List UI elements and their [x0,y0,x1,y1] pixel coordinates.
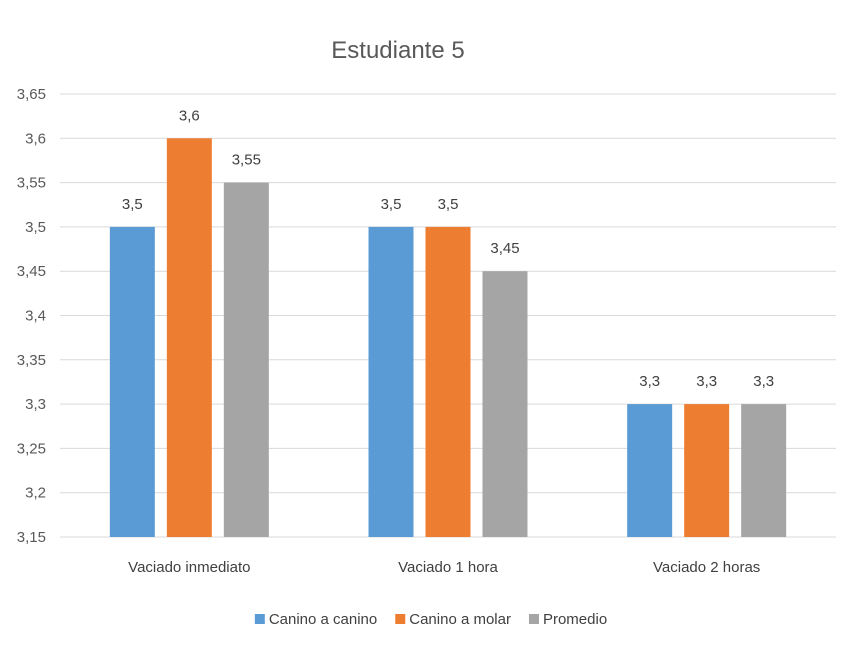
y-tick-label: 3,6 [25,130,46,147]
x-category-label: Vaciado inmediato [128,559,250,576]
data-label: 3,6 [179,107,200,124]
y-tick-label: 3,45 [17,263,46,280]
y-tick-label: 3,2 [25,485,46,502]
data-labels: 3,5 3,6 3,55 3,5 3,5 3,45 3,3 3,3 3,3 [122,107,774,390]
legend-swatch [395,614,406,624]
bar [741,404,787,537]
y-tick-label: 3,15 [17,529,46,546]
y-tick-label: 3,65 [17,86,46,103]
bar [627,404,673,537]
y-axis-ticks: 3,15 3,2 3,25 3,3 3,35 3,4 3,45 3,5 3,55 3,6 3,65 [17,86,46,546]
bars [109,138,787,538]
legend-item: Canino a molar [395,611,511,628]
bar [425,226,471,537]
bar [223,182,269,537]
legend-label: Canino a canino [269,611,377,628]
legend-swatch [528,614,539,624]
legend-label: Canino a molar [409,611,511,628]
y-tick-label: 3,4 [25,308,46,325]
y-tick-label: 3,35 [17,352,46,369]
y-tick-label: 3,55 [17,175,46,192]
chart-title: Estudiante 5 [331,37,464,64]
legend-item: Canino a canino [254,611,377,628]
data-label: 3,5 [381,196,402,213]
data-label: 3,45 [490,240,519,257]
y-tick-label: 3,3 [25,396,46,413]
bar [684,404,730,537]
bar [368,226,414,537]
legend-swatch [254,614,265,624]
y-tick-label: 3,25 [17,440,46,457]
data-label: 3,55 [232,152,261,169]
x-category-label: Vaciado 1 hora [398,559,498,576]
legend: Canino a canino Canino a molar Promedio [254,611,607,628]
data-label: 3,5 [438,196,459,213]
x-category-label: Vaciado 2 horas [653,559,760,576]
bar [109,226,155,537]
y-tick-label: 3,5 [25,219,46,236]
data-label: 3,3 [696,373,717,390]
bar [482,271,528,537]
data-label: 3,5 [122,196,143,213]
legend-item: Promedio [528,611,607,628]
bar [166,138,212,538]
legend-label: Promedio [543,611,607,628]
data-label: 3,3 [753,373,774,390]
x-axis-categories: Vaciado inmediato Vaciado 1 hora Vaciado 2… [128,559,760,576]
data-label: 3,3 [639,373,660,390]
